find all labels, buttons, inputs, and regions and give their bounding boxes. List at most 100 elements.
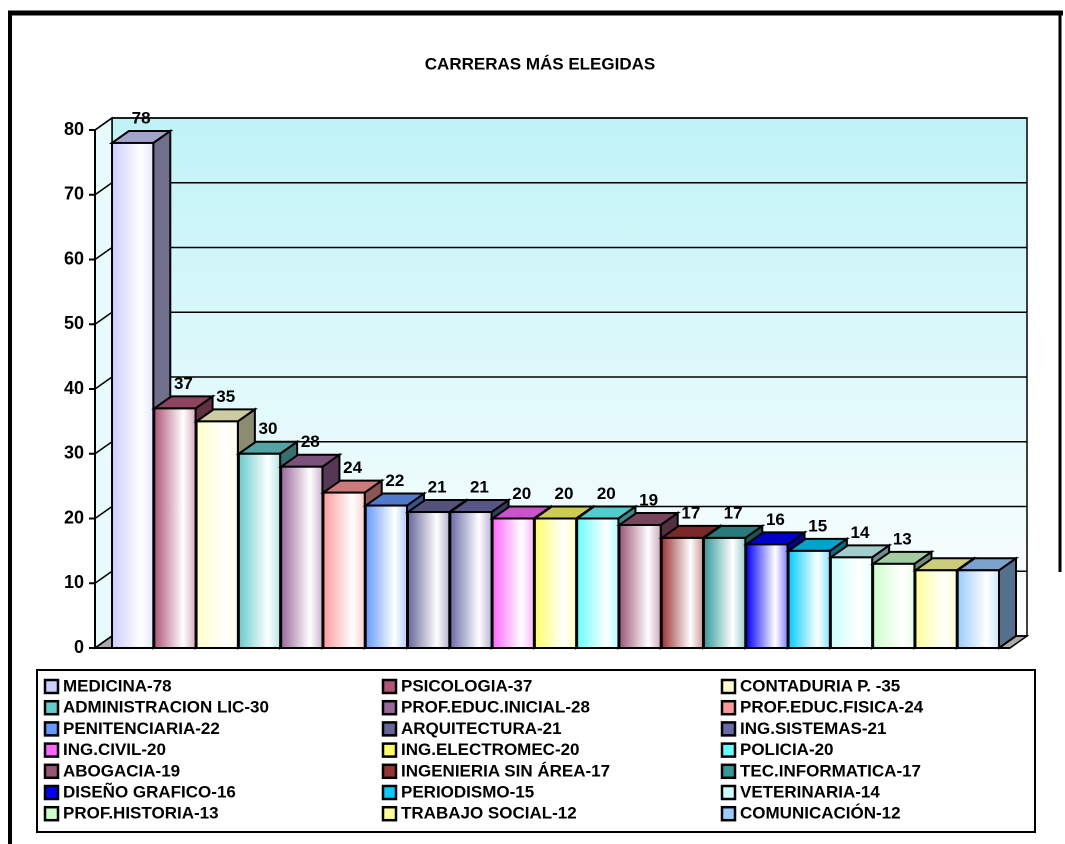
bar-side xyxy=(998,556,1017,650)
legend-swatch xyxy=(720,678,737,695)
bar xyxy=(829,556,874,649)
legend-label: CONTADURIA P. -35 xyxy=(740,676,900,695)
bar xyxy=(449,511,493,650)
legend-swatch xyxy=(720,805,737,822)
data-label: 16 xyxy=(766,510,785,529)
data-label: 17 xyxy=(681,503,700,522)
legend-label: VETERINARIA-14 xyxy=(740,782,880,801)
data-label: 22 xyxy=(385,471,404,490)
legend-label: ABOGACIA-19 xyxy=(63,761,180,780)
legend-label: DISEÑO GRAFICO-16 xyxy=(63,781,236,801)
legend-label: MEDICINA-78 xyxy=(63,676,172,695)
data-label: 14 xyxy=(851,523,870,542)
legend-label: PROF.EDUC.INICIAL-28 xyxy=(401,698,590,717)
data-label: 20 xyxy=(512,484,531,503)
bar xyxy=(872,562,916,650)
data-label: 15 xyxy=(808,516,827,535)
bar xyxy=(322,491,366,649)
legend-box xyxy=(36,669,1036,833)
legend-label: COMUNICACIÓN-12 xyxy=(740,804,901,823)
y-tick-label: 40 xyxy=(64,378,84,398)
bar xyxy=(660,536,705,649)
bar xyxy=(237,452,282,649)
legend-label: PSICOLOGIA-37 xyxy=(401,676,532,695)
legend-swatch xyxy=(381,742,398,758)
grid-line xyxy=(94,246,113,261)
legend-label: PERIODISMO-15 xyxy=(401,782,534,801)
data-label: 20 xyxy=(597,484,616,503)
grid-line xyxy=(94,311,113,325)
grid-line xyxy=(94,182,113,196)
legend-label: ING.SISTEMAS-21 xyxy=(740,719,886,738)
bar xyxy=(153,407,197,649)
y-tick-label: 0 xyxy=(74,637,84,657)
legend-swatch xyxy=(43,784,60,801)
legend-label: PENITENCIARIA-22 xyxy=(63,719,220,738)
legend-swatch xyxy=(381,784,398,801)
legend-swatch xyxy=(381,763,398,780)
data-label: 35 xyxy=(216,387,235,406)
legend-swatch xyxy=(720,699,737,716)
legend-label: TRABAJO SOCIAL-12 xyxy=(401,804,577,823)
bar xyxy=(364,504,409,649)
legend-swatch xyxy=(381,699,398,716)
legend-label: ADMINISTRACION LIC-30 xyxy=(63,698,269,717)
legend-swatch xyxy=(43,763,60,780)
legend-label: TEC.INFORMATICA-17 xyxy=(740,761,921,780)
bar xyxy=(280,465,324,650)
data-label: 13 xyxy=(893,529,912,548)
data-label: 24 xyxy=(343,458,362,477)
y-tick-label: 50 xyxy=(64,313,84,333)
legend-label: ING.CIVIL-20 xyxy=(63,740,166,759)
bar xyxy=(914,569,958,649)
data-label: 20 xyxy=(555,484,574,503)
data-label: 78 xyxy=(132,108,151,127)
bar xyxy=(111,141,155,649)
grid-line xyxy=(94,570,113,584)
legend-swatch xyxy=(720,763,737,780)
legend-label: PROF.HISTORIA-13 xyxy=(63,804,219,823)
y-tick-label: 70 xyxy=(64,184,84,204)
legend-swatch xyxy=(43,721,60,737)
y-tick-label: 30 xyxy=(64,443,84,463)
legend-label: ING.ELECTROMEC-20 xyxy=(401,740,580,759)
legend-swatch xyxy=(43,805,60,822)
data-label: 30 xyxy=(259,419,278,438)
legend-swatch xyxy=(720,721,737,737)
legend-swatch xyxy=(381,678,398,695)
y-tick-label: 20 xyxy=(64,507,84,527)
grid-line xyxy=(94,376,113,390)
bar xyxy=(491,517,535,649)
chart-title: CARRERAS MÁS ELEGIDAS xyxy=(425,54,655,73)
bar xyxy=(576,517,620,649)
bar xyxy=(787,549,831,649)
grid-line xyxy=(94,117,113,131)
legend-label: PROF.EDUC.FISICA-24 xyxy=(740,698,924,717)
y-tick-label: 60 xyxy=(64,248,84,268)
y-tick-label: 10 xyxy=(64,572,84,592)
legend-swatch xyxy=(43,699,60,716)
bar xyxy=(407,511,451,650)
legend-label: POLICIA-20 xyxy=(740,740,834,759)
grid-line xyxy=(94,505,113,520)
grid-line xyxy=(94,441,113,455)
bar xyxy=(956,569,1001,649)
legend-swatch xyxy=(720,784,737,801)
data-label: 37 xyxy=(174,374,193,393)
bar xyxy=(618,523,662,649)
data-label: 28 xyxy=(301,432,320,451)
bar xyxy=(533,517,578,649)
data-label: 21 xyxy=(470,478,489,497)
legend-swatch xyxy=(43,678,60,695)
bar xyxy=(745,543,789,650)
bar xyxy=(703,536,747,649)
legend-swatch xyxy=(720,742,737,758)
legend-swatch xyxy=(381,805,398,822)
grid-line xyxy=(94,635,113,649)
legend-swatch xyxy=(43,742,60,758)
y-tick-label: 80 xyxy=(64,119,84,139)
legend-label: ARQUITECTURA-21 xyxy=(401,719,562,738)
data-label: 19 xyxy=(639,490,658,509)
bar xyxy=(195,420,239,649)
